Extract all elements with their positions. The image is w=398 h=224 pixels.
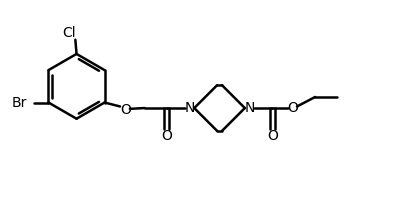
Text: O: O (287, 101, 298, 115)
Text: N: N (184, 101, 195, 115)
Text: Br: Br (12, 95, 27, 110)
Text: O: O (121, 103, 131, 117)
Text: N: N (244, 101, 255, 115)
Text: Cl: Cl (62, 26, 76, 40)
Text: O: O (161, 129, 172, 144)
Text: O: O (267, 129, 278, 144)
